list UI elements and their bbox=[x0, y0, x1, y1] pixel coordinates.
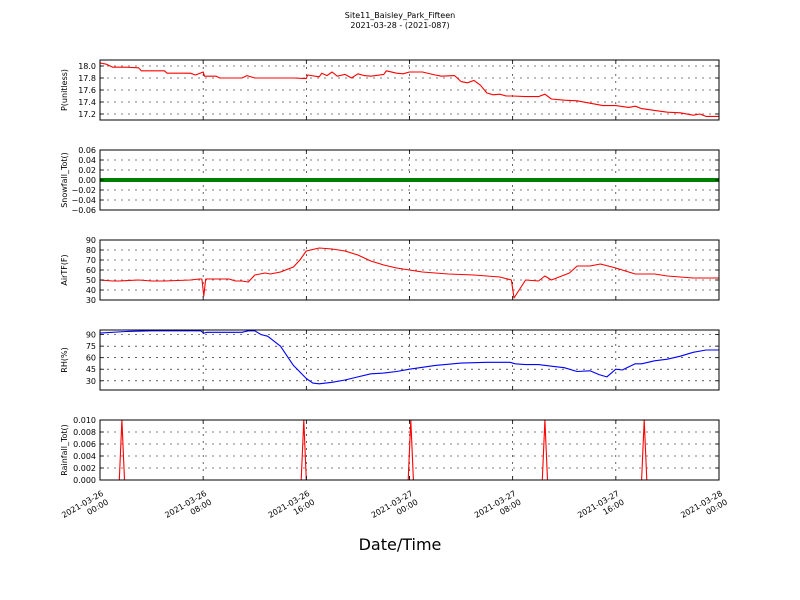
x-axis-label: Date/Time bbox=[358, 535, 442, 554]
y-tick-label: 0.010 bbox=[73, 416, 96, 425]
chart-title: Site11_Baisley_Park_Fifteen bbox=[344, 11, 456, 20]
y-tick-label: 0.06 bbox=[78, 146, 96, 155]
y-axis-label: AirTF(F) bbox=[60, 254, 69, 285]
y-tick-label: 80 bbox=[86, 246, 96, 255]
y-tick-label: 17.4 bbox=[78, 98, 96, 107]
y-tick-label: 70 bbox=[86, 256, 96, 265]
y-tick-label: 50 bbox=[86, 276, 96, 285]
y-axis-label: Snowfall_Tot() bbox=[60, 152, 69, 208]
y-tick-label: 18.0 bbox=[78, 62, 96, 71]
y-tick-label: 17.8 bbox=[78, 74, 96, 83]
y-tick-label: 90 bbox=[86, 331, 96, 340]
y-tick-label: 0.000 bbox=[73, 476, 96, 485]
y-tick-label: 45 bbox=[86, 365, 96, 374]
y-tick-label: 30 bbox=[86, 296, 96, 305]
y-tick-label: −0.06 bbox=[71, 206, 96, 215]
y-tick-label: −0.02 bbox=[71, 186, 96, 195]
y-tick-label: 0.006 bbox=[73, 440, 96, 449]
series-line bbox=[99, 247, 719, 299]
y-tick-label: −0.04 bbox=[71, 196, 96, 205]
y-tick-label: 60 bbox=[86, 266, 96, 275]
y-axis-label: Rainfall_Tot() bbox=[60, 424, 69, 476]
y-tick-label: 0.02 bbox=[78, 166, 96, 175]
y-tick-label: 60 bbox=[86, 354, 96, 363]
y-tick-label: 17.2 bbox=[78, 110, 96, 119]
y-axis-label: RH(%) bbox=[60, 347, 69, 372]
y-tick-label: 0.002 bbox=[73, 464, 96, 473]
chart-subtitle: 2021-03-28 - (2021-087) bbox=[350, 21, 450, 30]
series-line bbox=[99, 330, 719, 385]
y-tick-label: 0.04 bbox=[78, 156, 96, 165]
y-tick-label: 90 bbox=[86, 236, 96, 245]
y-tick-label: 40 bbox=[86, 286, 96, 295]
y-tick-label: 30 bbox=[86, 377, 96, 386]
y-tick-label: 75 bbox=[86, 342, 96, 351]
y-tick-label: 0.00 bbox=[78, 176, 96, 185]
y-axis-label: P(unitless) bbox=[60, 69, 69, 111]
series-line bbox=[99, 62, 719, 117]
y-tick-label: 17.6 bbox=[78, 86, 96, 95]
y-tick-label: 0.004 bbox=[73, 452, 96, 461]
y-tick-label: 0.008 bbox=[73, 428, 96, 437]
